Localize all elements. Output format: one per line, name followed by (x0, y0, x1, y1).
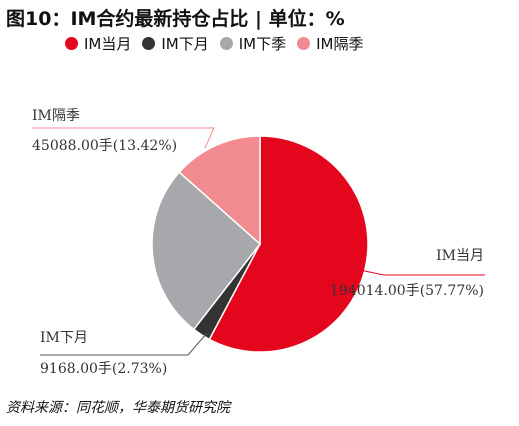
leader-line-1 (40, 332, 208, 356)
legend-swatch-1 (142, 37, 156, 50)
slice-value-label-0: 194014.00手(57.77%) (330, 283, 484, 299)
slice-name-label-3: IM隔季 (32, 108, 80, 124)
chart-title: 图10：IM合约最新持仓占比 | 单位：% (6, 8, 345, 30)
legend-label-3: IM隔季 (316, 35, 364, 53)
legend-item-1: IM下月 (142, 33, 209, 54)
pie-slice-2 (151, 171, 262, 331)
slice-name-label-0: IM当月 (436, 248, 484, 264)
pie-slice-3 (178, 135, 261, 246)
legend-item-2: IM下季 (219, 33, 287, 54)
leader-line-0 (359, 269, 485, 276)
legend-label-0: IM当月 (84, 35, 132, 53)
legend-swatch-2 (219, 37, 233, 50)
legend-item-3: IM隔季 (297, 33, 364, 54)
legend-label-2: IM下季 (238, 35, 287, 53)
legend-swatch-0 (65, 37, 78, 50)
slice-value-label-3: 45088.00手(13.42%) (32, 138, 177, 154)
legend-swatch-3 (297, 37, 311, 50)
pie-slice-0 (208, 135, 369, 353)
leader-line-3 (32, 127, 215, 149)
slice-value-label-1: 9168.00手(2.73%) (40, 361, 167, 377)
legend-label-1: IM下月 (161, 35, 209, 53)
source-note: 资料来源：同花顺，华泰期货研究院 (6, 400, 230, 416)
legend-item-0: IM当月 (65, 33, 131, 54)
slice-name-label-1: IM下月 (40, 330, 88, 346)
chart-legend: IM当月 IM下月 IM下季 IM隔季 (65, 33, 375, 54)
